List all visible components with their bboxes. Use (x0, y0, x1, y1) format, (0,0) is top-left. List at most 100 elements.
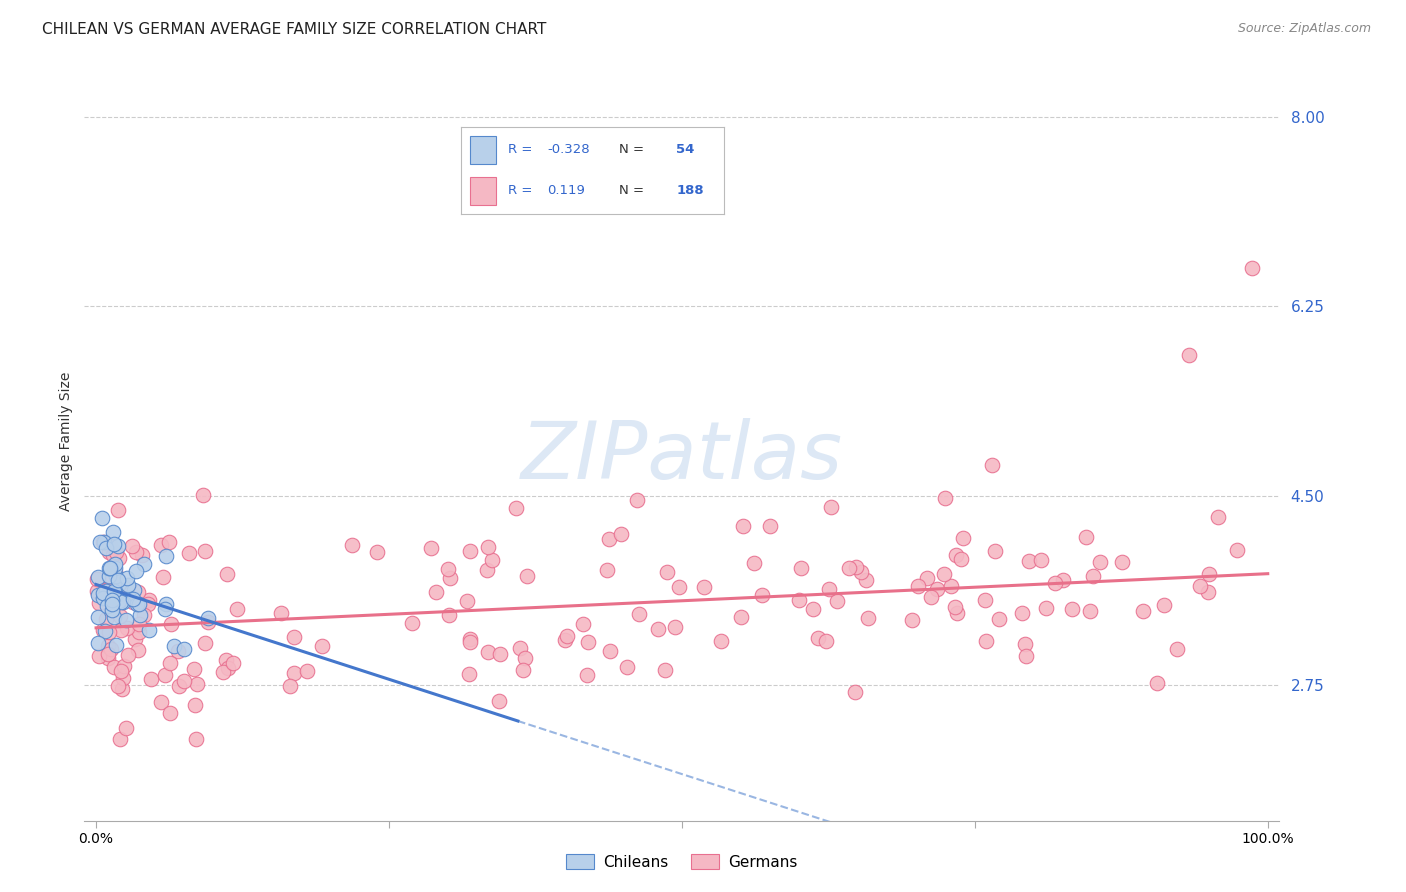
Point (946, 606, 969, 620)
Point (105, 544, 128, 558)
Point (436, 562, 458, 576)
Point (100, 573, 122, 587)
Point (759, 518, 782, 533)
Point (225, 602, 247, 616)
Point (138, 623, 160, 637)
Point (987, 612, 1010, 626)
Point (107, 573, 129, 587)
Point (127, 643, 149, 657)
Point (787, 593, 810, 607)
Point (117, 648, 139, 662)
Point (128, 624, 150, 639)
Point (111, 595, 134, 609)
Point (96, 599, 118, 613)
Point (907, 579, 929, 593)
Point (401, 616, 423, 631)
Point (825, 593, 848, 607)
Point (136, 597, 159, 611)
Point (655, 566, 678, 580)
Point (89, 535, 111, 549)
Point (104, 638, 127, 652)
Point (194, 636, 217, 650)
Text: CHILEAN VS GERMAN AVERAGE FAMILY SIZE CORRELATION CHART: CHILEAN VS GERMAN AVERAGE FAMILY SIZE CO… (42, 22, 547, 37)
Point (283, 665, 305, 680)
Point (1043, 576, 1066, 591)
Point (89, 595, 111, 609)
Point (943, 599, 966, 614)
Point (477, 645, 499, 659)
Point (439, 571, 461, 585)
Point (297, 664, 319, 678)
Legend: Chileans, Germans: Chileans, Germans (558, 847, 806, 878)
Point (155, 597, 177, 611)
Point (167, 644, 190, 658)
Point (100, 641, 122, 656)
Point (94, 541, 117, 556)
Point (103, 583, 125, 598)
Point (458, 543, 481, 558)
Point (900, 613, 922, 627)
Point (1206, 510, 1229, 524)
Point (456, 594, 478, 608)
Point (215, 653, 238, 667)
Point (108, 593, 131, 607)
Point (927, 582, 949, 596)
Point (124, 632, 146, 647)
Point (934, 566, 956, 581)
Point (91, 585, 114, 599)
Point (283, 630, 305, 644)
Point (627, 607, 650, 621)
Point (91, 623, 114, 637)
Point (1062, 602, 1084, 616)
Point (920, 590, 942, 604)
Point (87, 649, 110, 664)
Point (107, 679, 129, 693)
Point (477, 564, 499, 578)
Point (1188, 579, 1211, 593)
Text: ZIPatlas: ZIPatlas (520, 417, 844, 496)
Point (111, 671, 134, 685)
Point (101, 597, 124, 611)
Y-axis label: Average Family Size: Average Family Size (59, 372, 73, 511)
Point (838, 560, 860, 574)
Point (974, 593, 997, 607)
Point (103, 537, 125, 551)
Point (730, 610, 752, 624)
Point (598, 533, 620, 547)
Point (1014, 637, 1036, 651)
Point (98, 538, 121, 552)
Point (820, 500, 842, 514)
Point (101, 524, 124, 539)
Point (111, 681, 134, 696)
Point (488, 694, 510, 708)
Point (194, 544, 217, 558)
Point (1198, 566, 1220, 581)
Point (425, 584, 447, 599)
Point (101, 578, 124, 592)
Point (167, 679, 190, 693)
Point (94, 624, 117, 638)
Point (86, 572, 108, 586)
Point (849, 565, 872, 579)
Point (980, 458, 1002, 472)
Point (128, 598, 150, 612)
Point (94, 583, 117, 598)
Point (108, 608, 131, 623)
Point (609, 526, 631, 541)
Point (98, 593, 121, 607)
Point (104, 565, 127, 579)
Point (97, 561, 120, 575)
Point (599, 644, 621, 658)
Point (945, 548, 967, 562)
Point (105, 588, 128, 602)
Point (155, 549, 177, 563)
Point (94, 611, 117, 625)
Text: Source: ZipAtlas.com: Source: ZipAtlas.com (1237, 22, 1371, 36)
Point (155, 601, 177, 615)
Point (91, 534, 114, 549)
Point (1197, 585, 1219, 599)
Point (91, 591, 114, 606)
Point (103, 610, 125, 624)
Point (856, 611, 879, 625)
Point (1226, 542, 1249, 557)
